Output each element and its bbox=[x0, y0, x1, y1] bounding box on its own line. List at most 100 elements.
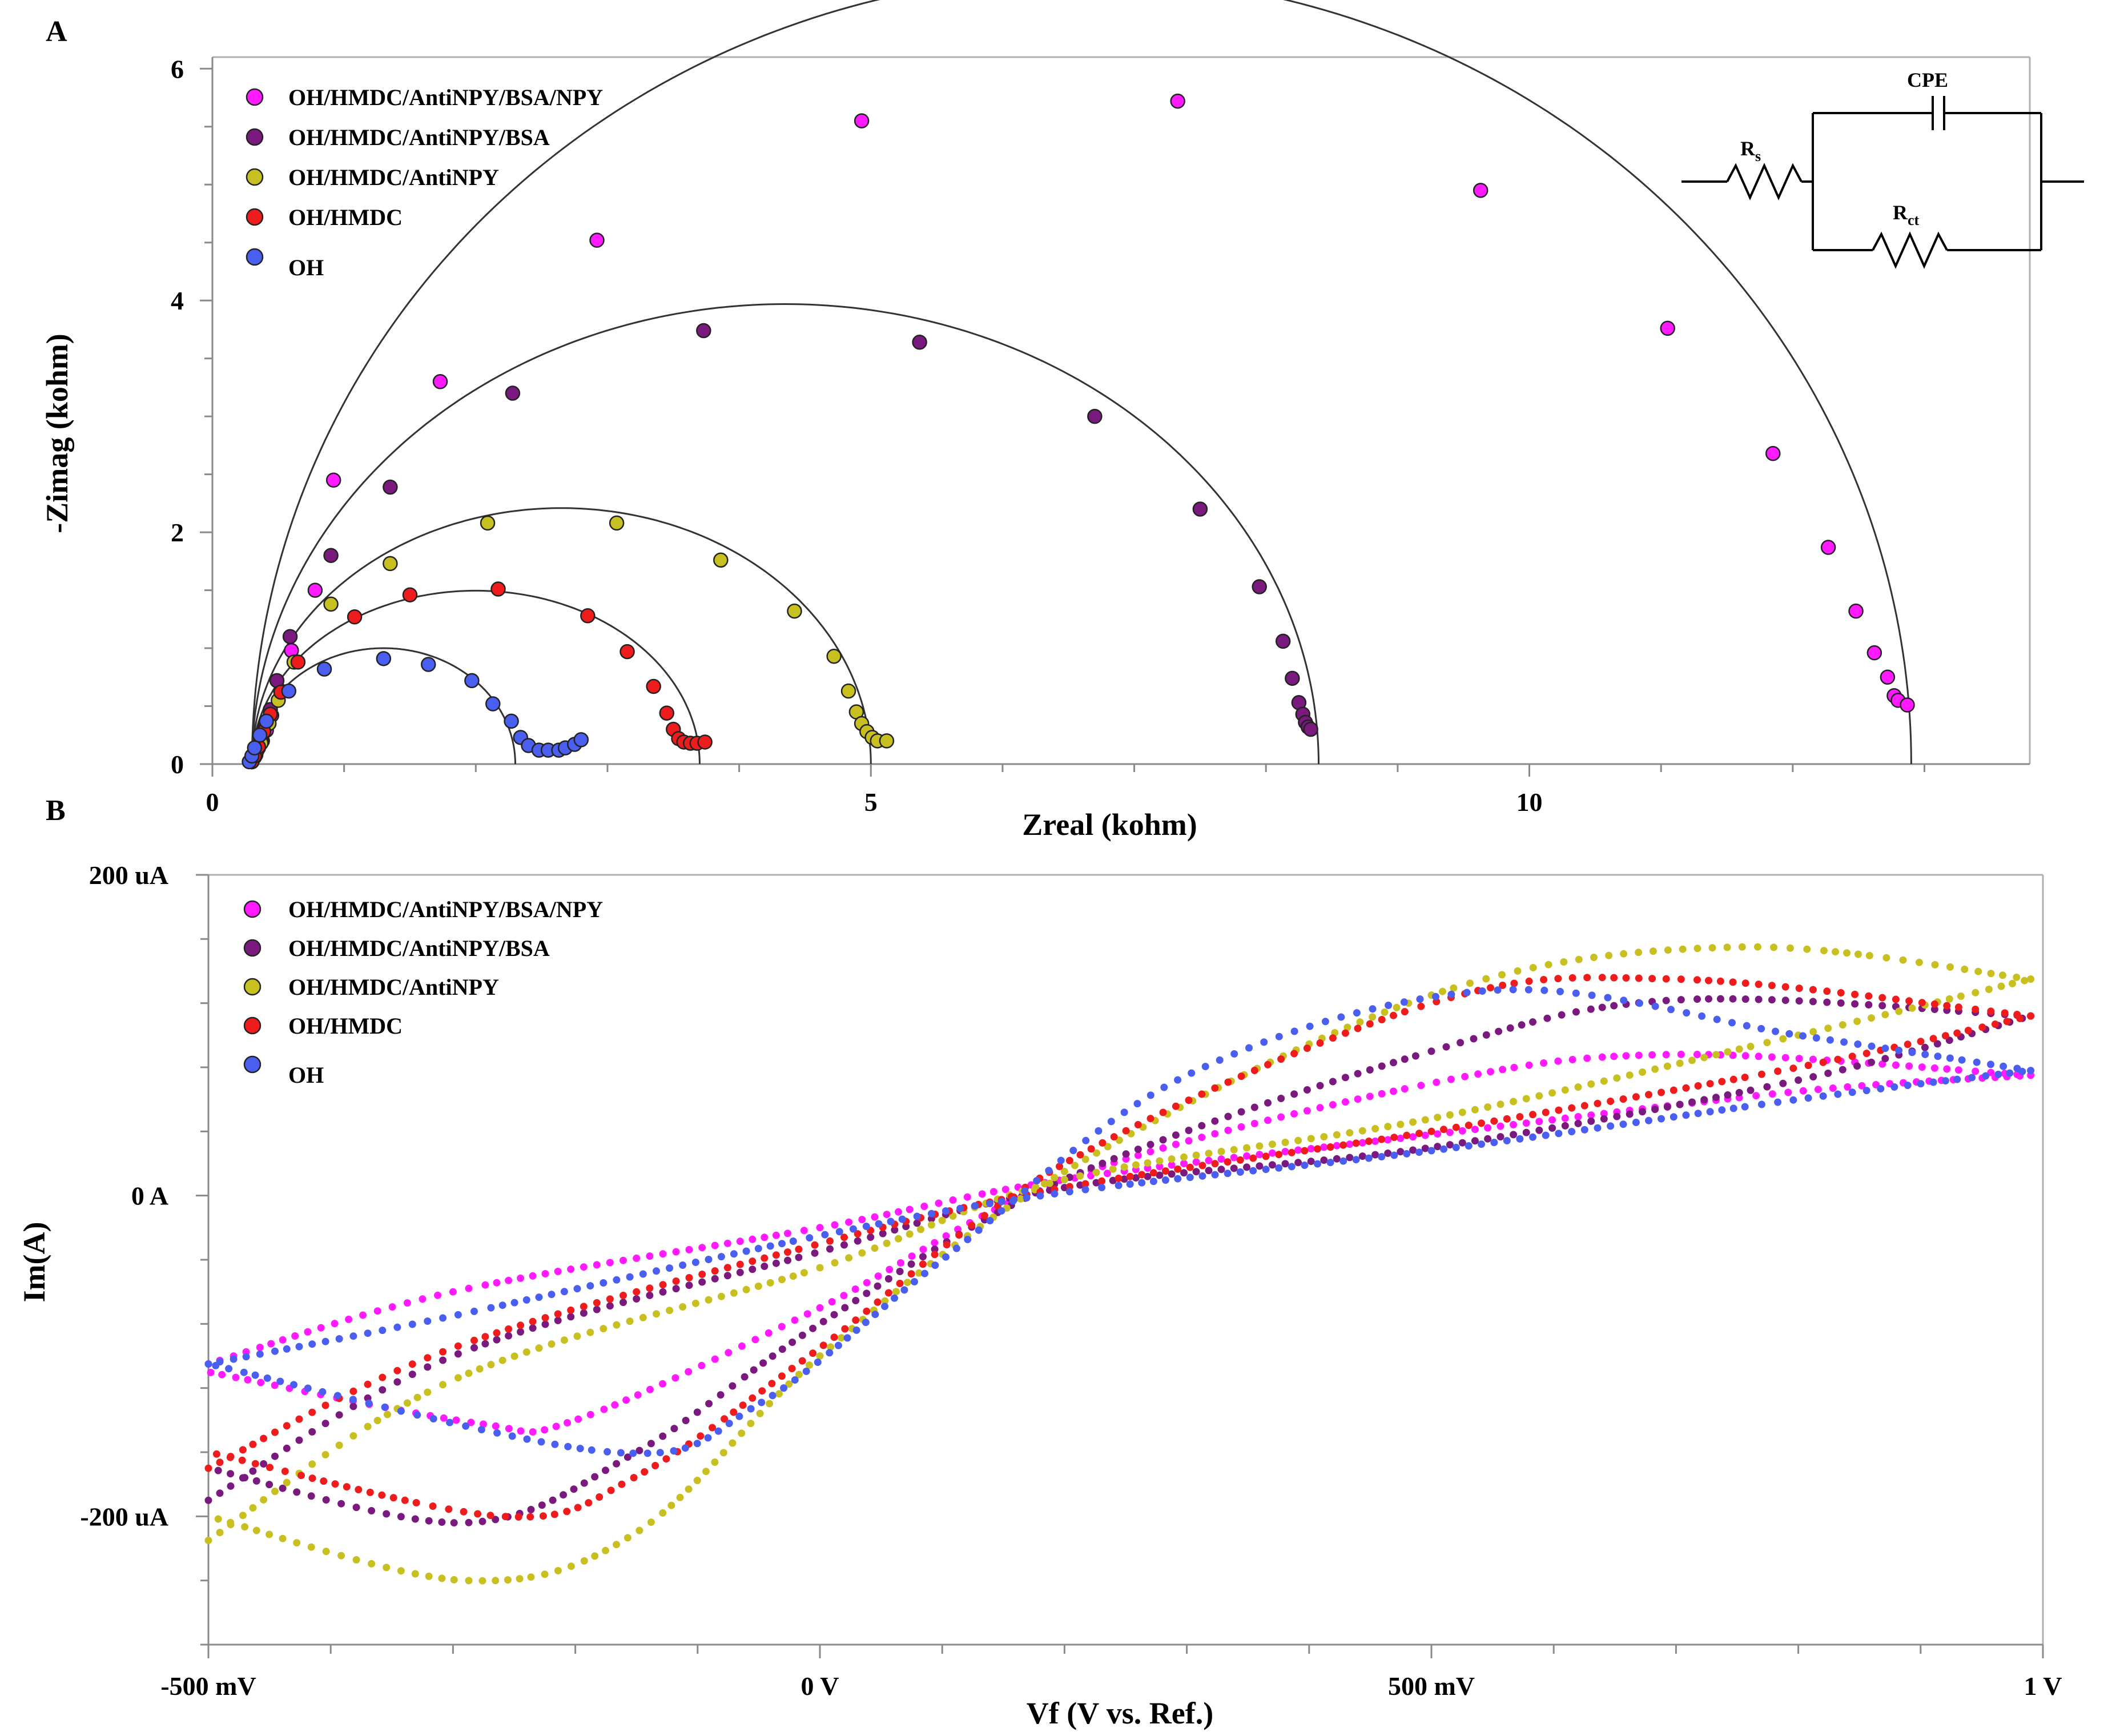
cv-point-oh-hmdc-antinpy-bsa-reverse bbox=[798, 1331, 806, 1339]
cv-point-oh-reverse bbox=[212, 1361, 220, 1369]
cv-point-oh-hmdc-antinpy-bsa-forward bbox=[335, 1411, 343, 1419]
panel-a: A 0 5 10 0 2 4 6 Zreal (kohm) -Zimag (kohm) OH/H… bbox=[40, 0, 2084, 842]
cv-point-oh-hmdc-reverse bbox=[1487, 984, 1494, 992]
cv-point-oh-reverse bbox=[617, 1449, 625, 1457]
cv-point-oh-forward bbox=[1917, 1080, 1925, 1088]
panel-b-label: B bbox=[46, 794, 66, 827]
data-point-oh-hmdc-antinpy-bsa bbox=[1285, 670, 1300, 686]
cv-point-oh-reverse bbox=[1400, 998, 1408, 1006]
cv-point-oh-hmdc-antinpy-reverse bbox=[591, 1552, 599, 1560]
cv-point-oh-hmdc-antinpy-bsa-forward bbox=[505, 1332, 513, 1340]
cv-point-oh-hmdc-antinpy-bsa-forward bbox=[439, 1356, 447, 1364]
cv-point-oh-hmdc-antinpy-bsa-npy-forward bbox=[1307, 1145, 1315, 1152]
cv-point-oh-hmdc-reverse bbox=[1943, 1002, 1951, 1010]
cv-point-oh-hmdc-antinpy-reverse bbox=[307, 1543, 315, 1551]
cv-point-oh-hmdc-antinpy-bsa-reverse bbox=[1878, 1002, 1886, 1010]
cv-point-oh-hmdc-antinpy-forward bbox=[349, 1432, 357, 1440]
legend-label-oh-hmdc-antinpy-bsa-npy: OH/HMDC/AntiNPY/BSA/NPY bbox=[288, 85, 603, 110]
cv-point-oh-hmdc-antinpy-bsa-reverse bbox=[1930, 1006, 1938, 1013]
cv-point-oh-hmdc-antinpy-bsa-npy-reverse bbox=[1316, 1104, 1324, 1112]
cv-point-oh-hmdc-antinpy-bsa-forward bbox=[1688, 1098, 1696, 1106]
cv-point-oh-hmdc-antinpy-bsa-npy-forward bbox=[1205, 1156, 1213, 1164]
cv-point-oh-hmdc-antinpy-reverse bbox=[241, 1523, 249, 1531]
cv-point-oh-hmdc-reverse bbox=[1918, 999, 1926, 1007]
cv-point-oh-hmdc-antinpy-bsa-forward bbox=[567, 1313, 575, 1321]
cv-point-oh-hmdc-antinpy-bsa-npy-forward bbox=[517, 1274, 525, 1282]
cv-point-oh-hmdc-forward bbox=[1670, 1086, 1677, 1094]
cv-point-oh-hmdc-antinpy-bsa-npy-forward bbox=[1799, 1087, 1807, 1095]
cv-point-oh-hmdc-antinpy-bsa-npy-forward bbox=[1497, 1122, 1504, 1130]
cv-point-oh-reverse bbox=[1045, 1167, 1053, 1175]
cv-point-oh-hmdc-antinpy-bsa-forward bbox=[1574, 1119, 1582, 1127]
cv-point-oh-reverse bbox=[2013, 1064, 2021, 1072]
cv-point-oh-hmdc-antinpy-forward bbox=[1763, 1039, 1771, 1047]
cv-point-oh-forward bbox=[666, 1264, 674, 1272]
cv-point-oh-hmdc-antinpy-bsa-reverse bbox=[750, 1366, 758, 1374]
cv-point-oh-hmdc-reverse bbox=[1341, 1029, 1349, 1037]
cv-point-oh-hmdc-antinpy-forward bbox=[2009, 979, 2016, 987]
cv-point-oh-forward bbox=[1862, 1087, 1870, 1095]
cv-point-oh-hmdc-antinpy-reverse bbox=[838, 1334, 845, 1342]
cv-point-oh-hmdc-antinpy-forward bbox=[476, 1365, 484, 1373]
panel-a-x-axis-title: Zreal (kohm) bbox=[1022, 807, 1197, 842]
cv-point-oh-forward bbox=[548, 1291, 556, 1299]
cv-point-oh-hmdc-reverse bbox=[1972, 1006, 1980, 1013]
cv-point-oh-hmdc-antinpy-bsa-reverse bbox=[214, 1466, 222, 1474]
cv-point-oh-hmdc-forward bbox=[1953, 1029, 1961, 1037]
resistor-rs bbox=[1726, 163, 1803, 200]
cv-point-oh-forward bbox=[1427, 1147, 1435, 1155]
cv-point-oh-hmdc-antinpy-bsa-reverse bbox=[527, 1506, 535, 1513]
cv-point-oh-forward bbox=[1314, 1160, 1321, 1168]
cv-point-oh-hmdc-antinpy-bsa-forward bbox=[1268, 1161, 1276, 1169]
cv-point-oh-reverse bbox=[1306, 1022, 1314, 1030]
cv-point-oh-reverse bbox=[975, 1226, 983, 1234]
cv-point-oh-hmdc-forward bbox=[2003, 1018, 2011, 1026]
cv-point-oh-hmdc-antinpy-forward bbox=[1676, 1059, 1684, 1067]
cv-point-oh-reverse bbox=[1216, 1056, 1224, 1064]
cv-point-oh-forward bbox=[613, 1276, 621, 1284]
cv-point-oh-hmdc-reverse bbox=[389, 1494, 397, 1502]
cv-point-oh-hmdc-antinpy-forward bbox=[1076, 1172, 1084, 1180]
cv-point-oh-hmdc-antinpy-reverse bbox=[450, 1576, 458, 1584]
cv-point-oh-hmdc-reverse bbox=[1378, 1016, 1386, 1023]
cv-point-oh-hmdc-antinpy-bsa-npy-forward bbox=[505, 1276, 513, 1284]
data-point-oh-hmdc bbox=[402, 587, 418, 602]
cv-point-oh-hmdc-antinpy-bsa-npy-reverse bbox=[863, 1279, 871, 1287]
cv-point-oh-hmdc-antinpy-forward bbox=[1839, 1021, 1847, 1029]
data-point-oh-hmdc-antinpy-bsa bbox=[1275, 633, 1291, 649]
cv-point-oh-hmdc-antinpy-forward bbox=[1409, 1118, 1417, 1126]
cv-point-oh-hmdc-antinpy-forward bbox=[1434, 1114, 1442, 1122]
cv-point-oh-reverse bbox=[900, 1286, 908, 1294]
cv-point-oh-forward bbox=[522, 1296, 530, 1304]
cv-point-oh-hmdc-antinpy-bsa-npy-forward bbox=[1156, 1163, 1164, 1171]
cv-point-oh-forward bbox=[204, 1360, 212, 1368]
cv-point-oh-hmdc-forward bbox=[1326, 1143, 1334, 1151]
cv-point-oh-hmdc-antinpy-bsa-npy-forward bbox=[1434, 1130, 1442, 1138]
cv-point-oh-hmdc-reverse bbox=[1716, 977, 1724, 985]
cv-point-oh-hmdc-antinpy-reverse bbox=[368, 1560, 376, 1568]
data-point-oh-hmdc-antinpy-bsa-npy bbox=[1848, 603, 1864, 619]
cv-point-oh-reverse bbox=[1620, 996, 1628, 1004]
cv-point-oh-hmdc-antinpy-bsa-reverse bbox=[1341, 1074, 1349, 1082]
cv-point-oh-hmdc-reverse bbox=[1648, 975, 1656, 983]
cv-point-oh-hmdc-antinpy-bsa-reverse bbox=[1427, 1047, 1435, 1055]
panel-a-legend: OH/HMDC/AntiNPY/BSA/NPY OH/HMDC/AntiNPY/B… bbox=[246, 85, 603, 280]
cv-point-oh-hmdc-antinpy-bsa-reverse bbox=[769, 1352, 777, 1360]
cv-point-oh-hmdc-antinpy-bsa-npy-reverse bbox=[1417, 1082, 1425, 1090]
cv-point-oh-hmdc-antinpy-reverse bbox=[1498, 971, 1506, 979]
cv-point-oh-hmdc-antinpy-bsa-npy-reverse bbox=[1972, 1067, 1980, 1075]
cv-point-oh-forward bbox=[956, 1204, 964, 1212]
cv-point-oh-reverse bbox=[693, 1440, 701, 1448]
cv-point-oh-hmdc-antinpy-reverse bbox=[747, 1420, 755, 1428]
cv-point-oh-hmdc-antinpy-forward bbox=[1972, 988, 1980, 996]
cv-point-oh-hmdc-reverse bbox=[2027, 1012, 2035, 1020]
cv-point-oh-hmdc-forward bbox=[1478, 1119, 1485, 1127]
cv-point-oh-hmdc-antinpy-forward bbox=[845, 1254, 853, 1262]
cv-point-oh-hmdc-antinpy-bsa-npy-forward bbox=[978, 1190, 986, 1198]
cv-point-oh-hmdc-antinpy-forward bbox=[573, 1332, 581, 1340]
cv-point-oh-hmdc-antinpy-bsa-forward bbox=[1358, 1152, 1366, 1160]
cv-point-oh-hmdc-antinpy-reverse bbox=[827, 1343, 835, 1351]
cv-point-oh-hmdc-antinpy-bsa-npy-forward bbox=[1510, 1121, 1518, 1128]
cv-point-oh-hmdc-antinpy-bsa-forward bbox=[672, 1285, 680, 1293]
legend-label-oh: OH bbox=[288, 255, 324, 280]
